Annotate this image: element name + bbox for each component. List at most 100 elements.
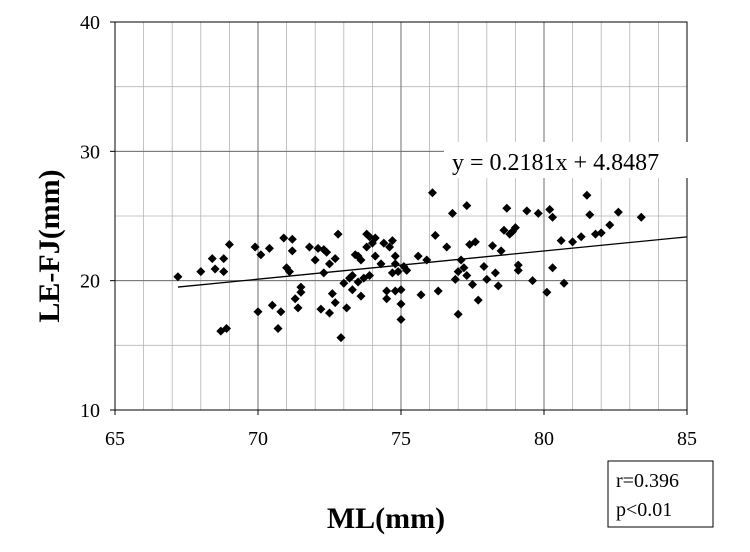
data-point [482,274,492,284]
data-point [568,237,578,247]
data-point [393,267,403,277]
data-point [390,251,400,261]
data-point [468,280,477,290]
data-point [462,270,472,280]
y-tick-label: 30 [80,141,100,163]
data-point [479,261,489,271]
data-point [396,285,406,295]
data-point [442,242,452,252]
data-point [513,265,523,275]
data-point [488,241,498,251]
data-point [267,300,277,310]
y-axis-ticks: 10 20 30 40 [80,12,115,422]
data-point [219,267,229,277]
equation-label-background [444,142,692,178]
data-point [636,212,646,222]
y-axis-title: LE-FJ(mm) [33,169,66,322]
data-point [556,236,566,246]
data-point [370,251,380,261]
data-point [290,294,300,304]
data-point [596,228,606,238]
data-point [490,268,500,278]
data-point [327,289,337,299]
data-point [342,303,352,313]
data-point [370,233,380,243]
data-point [362,242,372,252]
data-point [330,298,340,308]
data-point [416,290,426,300]
data-point [402,265,412,275]
data-point [396,314,406,324]
data-point [502,203,512,213]
data-point [493,281,503,291]
data-point [605,220,615,230]
data-point [316,304,326,314]
data-point [276,307,286,317]
data-point [385,242,395,252]
data-point [496,246,506,256]
data-point [585,210,595,220]
data-point [224,239,234,249]
y-tick-label: 10 [80,400,100,422]
data-point [310,255,320,265]
data-point [413,251,423,261]
data-point [365,270,375,280]
data-point [433,286,443,296]
data-point [396,299,406,309]
data-point [528,276,538,286]
data-point [219,254,229,264]
data-point [522,206,532,216]
data-point [347,285,357,295]
x-axis-title: ML(mm) [327,502,445,535]
data-point [333,229,343,239]
data-point [256,250,266,260]
data-point [510,223,520,233]
x-tick-label: 65 [105,428,125,450]
data-point [513,260,523,270]
data-point [542,287,552,297]
data-point [210,264,220,274]
data-point [322,247,332,257]
x-tick-label: 75 [391,428,411,450]
data-point [453,267,463,277]
x-tick-label: 70 [248,428,268,450]
data-point [379,238,389,248]
data-point [336,333,346,343]
major-gridlines [115,22,687,410]
data-point [222,324,232,334]
data-point [473,295,483,305]
data-point [548,263,558,273]
data-point [459,263,469,273]
data-point [284,267,294,277]
data-point [319,268,329,278]
data-point [287,246,297,256]
trendline [177,236,688,288]
data-point [273,324,283,334]
data-point [456,255,466,265]
data-point [453,309,463,319]
data-point [196,267,206,277]
data-point [264,243,274,253]
data-point [353,277,363,287]
data-point [296,282,306,292]
stats-r-value: r=0.396 [616,470,679,492]
data-point [304,242,314,252]
data-point [462,201,472,211]
y-tick-label: 20 [80,271,100,293]
data-point [499,225,509,235]
data-point [279,233,289,243]
x-axis-ticks: 65 70 75 80 85 [105,410,697,450]
data-point [545,205,555,215]
data-point [450,274,460,284]
stats-p-value: p<0.01 [616,499,672,521]
stats-box [607,460,714,528]
data-point [356,291,366,301]
data-point [339,278,349,288]
data-point [356,255,366,265]
data-point [325,308,334,318]
x-tick-label: 85 [677,428,697,450]
data-point [548,212,558,222]
data-point [253,307,263,317]
data-point [613,207,623,217]
